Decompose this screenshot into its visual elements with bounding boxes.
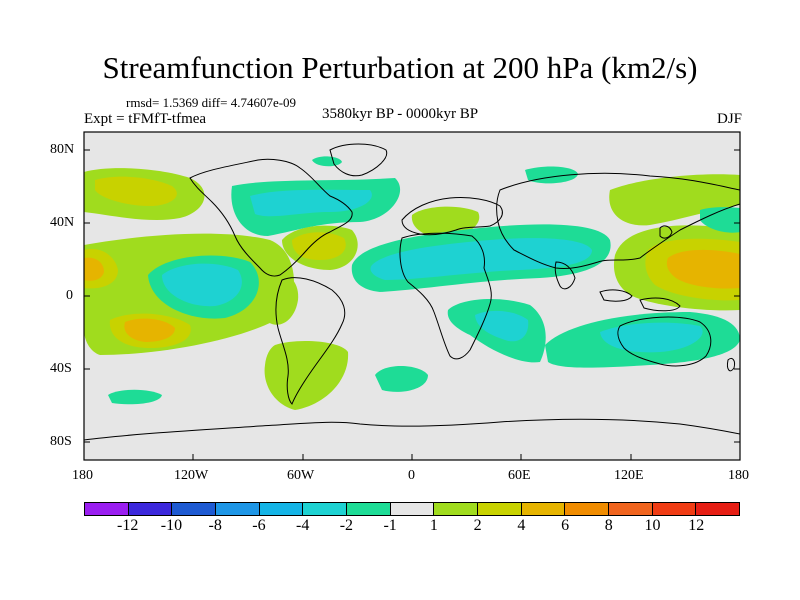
y-tick-label: 40S: [50, 361, 72, 376]
contour-region: [261, 272, 299, 325]
colorbar-swatch: [303, 503, 348, 515]
contour-region: [84, 257, 104, 281]
colorbar-swatch: [434, 503, 479, 515]
contour-region: [609, 174, 740, 226]
colorbar-swatch: [259, 503, 304, 515]
colorbar-swatch: [128, 503, 173, 515]
x-tick-label: 120W: [174, 468, 209, 483]
colorbar-swatch: [85, 503, 129, 515]
contour-region: [666, 249, 740, 289]
colorbar-swatch: [347, 503, 391, 515]
contour-region: [600, 322, 703, 353]
contour-region: [370, 238, 592, 280]
y-tick-label: 0: [66, 288, 73, 303]
contour-region: [375, 365, 428, 392]
contour-region: [124, 318, 175, 342]
contour-region: [162, 263, 242, 307]
colorbar-label: -6: [252, 517, 266, 534]
coastlines: [84, 143, 740, 441]
colorbar-swatch: [216, 503, 260, 515]
x-tick-label: 120E: [614, 468, 644, 483]
colorbar-label: 8: [604, 517, 613, 534]
colorbar-label: -8: [208, 517, 222, 534]
colorbar-swatch: [652, 503, 697, 515]
colorbar-swatch: [172, 503, 217, 515]
y-tick-label: 80N: [50, 142, 75, 157]
colorbar-label: -4: [295, 517, 310, 534]
colorbar-label: -10: [160, 517, 183, 534]
colorbar-swatch: [521, 503, 566, 515]
contour-region: [475, 310, 529, 342]
colorbar-label: 4: [517, 517, 526, 534]
season-label: DJF: [716, 111, 742, 127]
x-tick-label: 180: [72, 468, 93, 483]
contour-region: [700, 207, 740, 233]
y-tick-label: 40N: [50, 215, 75, 230]
colorbar-label: 12: [688, 517, 705, 534]
contour-region: [250, 189, 372, 217]
colorbar-swatch: [696, 503, 740, 515]
period-label: 3580kyr BP - 0000kyr BP: [322, 106, 479, 122]
contour-fills: [84, 156, 740, 410]
y-tick-label: 80S: [50, 434, 72, 449]
contour-region: [264, 340, 349, 410]
colorbar-label: 1: [429, 517, 438, 534]
x-tick-label: 0: [408, 468, 415, 483]
contour-region: [108, 389, 162, 405]
frame-ticks: [84, 149, 740, 460]
colorbar-label: -1: [383, 517, 397, 534]
plot-title: Streamfunction Perturbation at 200 hPa (…: [102, 50, 698, 85]
colorbar-label: -2: [339, 517, 354, 534]
colorbar-swatch: [478, 503, 522, 515]
colorbar-label: 2: [473, 517, 482, 534]
map-frame: [83, 131, 741, 461]
contour-region: [312, 156, 342, 167]
colorbar-label: -12: [117, 517, 139, 534]
x-tick-label: 180: [728, 468, 749, 483]
stats-text: rmsd= 1.5369 diff= 4.74607e-09: [126, 95, 297, 110]
colorbar: [84, 502, 740, 516]
colorbar-swatch: [390, 503, 435, 515]
experiment-label: Expt = tFMfT-tfmea: [84, 111, 207, 127]
contour-region: [95, 176, 177, 206]
contour-region: [292, 232, 346, 260]
colorbar-label: 6: [561, 517, 570, 534]
colorbar-swatch: [609, 503, 653, 515]
colorbar-label: 10: [644, 517, 661, 534]
colorbar-swatch: [565, 503, 610, 515]
x-tick-label: 60E: [508, 468, 531, 483]
x-tick-label: 60W: [287, 468, 315, 483]
